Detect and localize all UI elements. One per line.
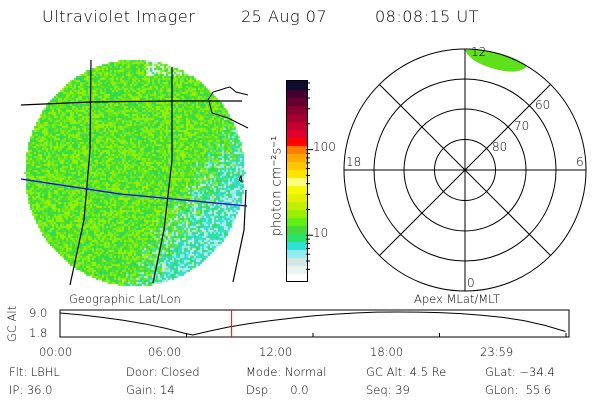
image-date: 25 Aug 07 [241, 7, 328, 26]
colorbar [286, 80, 308, 282]
status-door: Door: Closed [126, 365, 200, 379]
xtick-06: 06:00 [148, 345, 182, 359]
colorbar-unit-label: photon cm⁻²s⁻¹ [269, 135, 285, 237]
mlat-label-60: 60 [535, 98, 551, 112]
longitude-line [69, 59, 92, 286]
coastline [238, 174, 243, 184]
altitude-ytick-max: 9.0 [29, 306, 48, 320]
status-mode: Mode: Normal [246, 365, 327, 379]
mlt-label-12: 12 [471, 45, 487, 59]
status-ip: IP: 36.0 [9, 383, 53, 397]
status-gain: Gain: 14 [126, 383, 175, 397]
status-glon: GLon: 55.6 [485, 383, 552, 397]
aurora-emission-region [465, 49, 527, 72]
instrument-title: Ultraviolet Imager [42, 7, 196, 26]
mlt-label-6: 6 [576, 155, 584, 169]
mlat-label-70: 70 [514, 119, 530, 133]
status-seq: Seq: 39 [366, 383, 410, 397]
status-gc-alt: GC Alt: 4.5 Re [366, 365, 447, 379]
status-filter: Flt: LBHL [9, 365, 60, 379]
geo-panel-label: Geographic Lat/Lon [69, 292, 181, 306]
colorbar-ticks [306, 82, 313, 270]
polar-mlat-mlt-plot [343, 48, 587, 292]
altitude-ylabel: GC Alt [5, 305, 19, 343]
mlt-label-18: 18 [346, 155, 362, 169]
colorbar-tick-100: 100 [313, 140, 336, 154]
equator-line [20, 178, 248, 207]
colorbar-tick-10: 10 [313, 226, 329, 240]
plot-frame [59, 309, 570, 338]
altitude-timeline-plot[interactable] [0, 303, 600, 343]
latitude-line [20, 100, 242, 106]
xtick-2359: 23:59 [480, 345, 514, 359]
polar-panel-label: Apex MLat/MLT [414, 292, 501, 306]
coastline [207, 86, 249, 101]
longitude-line [232, 189, 247, 283]
altitude-curve [59, 311, 566, 336]
mlt-line-diag [379, 84, 551, 256]
mlat-label-80: 80 [492, 140, 508, 154]
image-time: 08:08:15 UT [375, 7, 479, 26]
status-glat: GLat: −34.4 [485, 365, 555, 379]
longitude-line [152, 67, 173, 284]
mlt-label-0: 0 [467, 276, 475, 290]
xtick-18: 18:00 [370, 345, 404, 359]
coastline [208, 100, 249, 129]
status-dsp: Dsp: 0.0 [246, 383, 309, 397]
xtick-00: 00:00 [39, 345, 73, 359]
geo-grid-overlay [20, 59, 249, 286]
altitude-ytick-min: 1.8 [29, 326, 48, 340]
xtick-12: 12:00 [259, 345, 293, 359]
